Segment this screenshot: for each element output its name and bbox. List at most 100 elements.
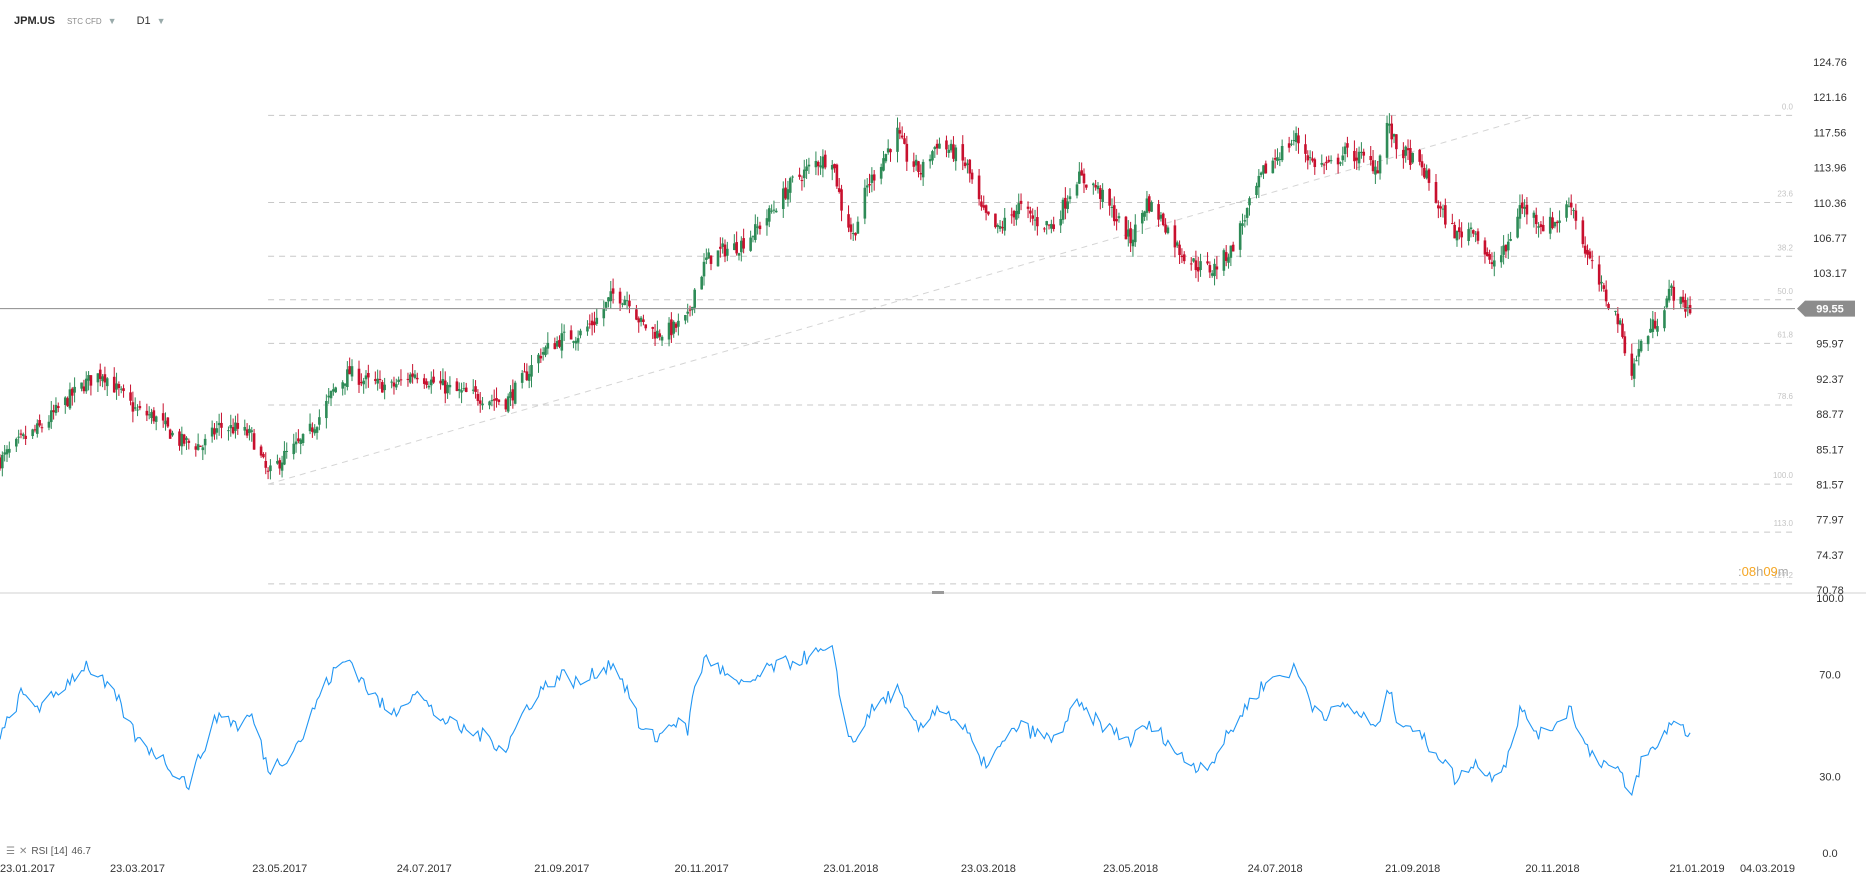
candle-body [101,376,104,382]
candle-body [1010,214,1014,216]
candle-body [318,417,321,425]
candle-body [933,147,937,150]
instrument-type-label: STC CFD [66,16,102,26]
candle-body [719,246,722,249]
candle-body [1434,182,1438,203]
candle-body [1099,188,1102,199]
candle-body [854,232,857,236]
candle-body [299,439,303,444]
candle-body [1292,139,1296,141]
candle-body [1581,220,1585,245]
candle-body [966,163,969,165]
candle-body [217,422,221,426]
candle-body [1418,149,1421,162]
candle-body [1558,220,1561,223]
candle-body [786,189,790,200]
candle-body [539,355,543,359]
candle-body [1126,229,1130,237]
current-price-label: 99.55 [1816,304,1844,316]
candle-body [1369,155,1373,161]
candle-body [1262,165,1265,174]
candle-body [700,276,703,290]
candle-body [1222,250,1226,271]
candle-body [798,174,801,177]
candle-body [1259,172,1263,175]
candle-body [574,340,578,344]
candle-body [560,333,564,351]
candle-body [315,427,319,433]
candle-body [674,323,678,328]
candle-body [644,324,648,329]
candle-body [422,378,426,384]
candle-body [851,233,855,235]
candle-body [735,242,738,254]
candle-body [1229,245,1233,258]
timeframe-selector[interactable]: D1 [136,15,151,27]
candle-body [558,339,561,347]
candle-body [171,432,174,436]
candle-body [1388,123,1391,126]
candle-body [1290,143,1293,145]
candle-body [693,289,696,308]
candle-body [642,319,645,323]
candle-body [1210,273,1214,276]
candle-body [1208,265,1212,273]
date-axis-tick-label: 24.07.2018 [1248,863,1303,875]
candle-body [399,379,403,381]
candle-body [1094,185,1097,188]
candle-body [84,378,88,392]
symbol-label[interactable]: JPM.US [14,15,55,27]
candle-body [740,240,743,253]
candle-body [215,428,219,433]
timeframe-dropdown-chevron-down-icon[interactable]: ▼ [156,16,166,26]
candle-body [243,426,247,431]
candle-body [441,379,445,386]
candle-body [376,378,379,384]
candle-body [1600,281,1603,284]
candle-body [22,434,25,436]
candle-body [938,143,941,149]
fib-level-label: 38.2 [1777,243,1793,252]
candle-body [1178,244,1181,256]
candle-body [1117,216,1121,219]
candle-body [82,386,86,392]
candle-body [588,323,592,325]
symbol-dropdown-chevron-down-icon[interactable]: ▼ [107,16,117,26]
candle-body [178,431,181,446]
candle-body [311,427,314,432]
rsi-axis-tick-label: 0.0 [1822,848,1837,860]
candle-body [872,174,876,181]
candle-body [686,311,689,314]
candle-body [196,444,200,450]
candle-body [397,379,400,383]
candle-body [462,388,466,390]
candle-body [446,384,449,394]
candle-body [1621,323,1624,337]
candle-body [905,143,909,162]
candle-body [1458,227,1461,233]
candle-body [362,380,365,385]
chart-toolbar: JPM.US STC CFD ▼ D1 ▼ [14,12,166,30]
candle-body [1602,285,1606,289]
candle-body [882,158,885,171]
rsi-legend: ☰ ✕ RSI [14] 46.7 [6,846,91,857]
candle-body [1189,263,1193,265]
candle-body [1362,151,1366,156]
candle-body [707,252,710,259]
indicator-settings-icon[interactable]: ☰ [6,846,15,857]
candle-body [350,366,354,377]
candle-body [357,368,361,385]
candle-body [635,309,638,320]
candle-body [733,243,736,251]
candle-body [865,185,869,188]
candle-body [301,434,305,443]
candle-body [1616,313,1620,325]
indicator-close-icon[interactable]: ✕ [18,846,28,857]
candle-body [952,144,955,159]
candle-body [835,164,839,187]
candle-body [1343,146,1347,155]
candle-body [1474,233,1477,235]
candle-body [604,301,608,308]
